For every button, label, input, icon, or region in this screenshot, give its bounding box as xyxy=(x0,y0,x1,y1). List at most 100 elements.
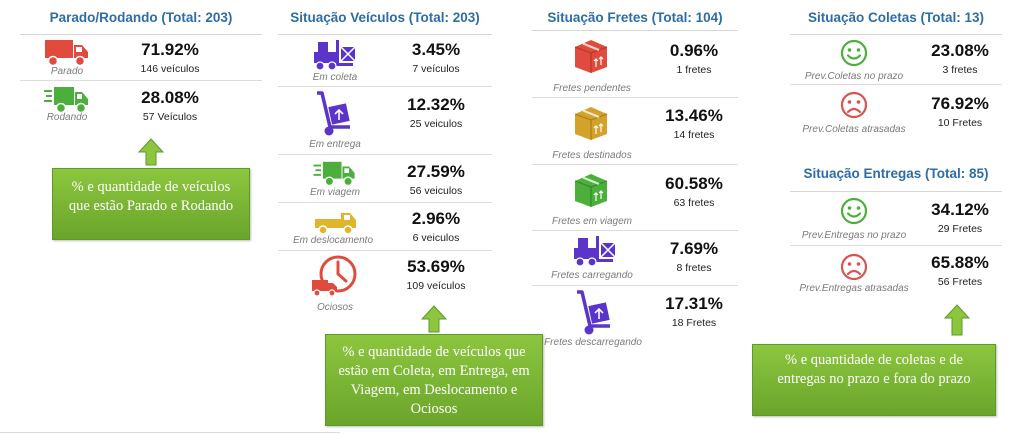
row-percent: 65.88% xyxy=(931,253,989,272)
row-parado[interactable]: Parado 71.92% 146 veículos xyxy=(20,35,262,81)
divider xyxy=(790,84,1002,85)
row-label: Prev.Entregas no prazo xyxy=(801,230,907,241)
pickup-truck-icon xyxy=(314,209,358,235)
row-percent: 3.45% xyxy=(411,40,461,59)
row-coletas-no-prazo[interactable]: Prev.Coletas no prazo 23.08% 3 fretes xyxy=(790,35,1002,85)
hand-truck-icon xyxy=(574,290,614,336)
row-fretes-descarregando[interactable]: Fretes descarregando 17.31% 18 Fretes xyxy=(532,286,738,352)
row-percent: 0.96% xyxy=(669,41,719,60)
row-label: Em deslocamento xyxy=(292,235,374,246)
divider xyxy=(20,80,262,81)
row-percent: 17.31% xyxy=(665,294,723,313)
row-count: 3 fretes xyxy=(942,64,978,76)
box-icon xyxy=(572,171,610,209)
row-label: Prev.Entregas atrasadas xyxy=(799,283,909,294)
frown-icon xyxy=(840,91,868,119)
row-count: 18 Fretes xyxy=(671,317,717,329)
row-label: Fretes pendentes xyxy=(553,83,631,94)
row-fretes-destinados[interactable]: Fretes destinados 13.46% 14 fretes xyxy=(532,98,738,165)
row-percent: 76.92% xyxy=(931,94,989,113)
row-count: 7 veículos xyxy=(412,63,460,75)
annotation-note-veiculos: % e quantidade de veículos que estão em … xyxy=(325,334,543,426)
divider xyxy=(532,230,738,231)
row-entregas-no-prazo[interactable]: Prev.Entregas no prazo 34.12% 29 Fretes xyxy=(790,192,1002,246)
row-rodando[interactable]: Rodando 28.08% 57 Veículos xyxy=(20,81,262,127)
frown-icon xyxy=(840,253,868,281)
panel-title: Parado/Rodando (Total: 203) xyxy=(49,10,233,25)
row-percent: 2.96% xyxy=(411,209,461,228)
row-count: 14 fretes xyxy=(673,129,715,141)
row-label: Ociosos xyxy=(316,302,354,313)
row-percent: 27.59% xyxy=(407,162,465,181)
row-label: Prev.Coletas atrasadas xyxy=(802,124,906,135)
divider xyxy=(790,34,1002,35)
hand-truck-icon xyxy=(314,91,354,137)
row-count: 29 Fretes xyxy=(937,223,983,235)
row-fretes-carregando[interactable]: Fretes carregando 7.69% 8 fretes xyxy=(532,231,738,286)
divider xyxy=(532,285,738,286)
divider xyxy=(278,34,492,35)
row-label: Fretes carregando xyxy=(551,270,633,281)
row-count: 109 veículos xyxy=(406,280,466,292)
row-percent: 71.92% xyxy=(141,40,199,59)
divider xyxy=(790,245,1002,246)
row-em-deslocamento[interactable]: Em deslocamento 2.96% 6 veiculos xyxy=(278,203,492,251)
row-label: Em viagem xyxy=(309,187,360,198)
row-count: 56 Fretes xyxy=(937,276,983,288)
row-percent: 13.46% xyxy=(665,106,723,125)
row-count: 57 Veículos xyxy=(142,111,198,123)
row-percent: 53.69% xyxy=(407,257,465,276)
row-label: Parado xyxy=(50,66,84,77)
row-label: Rodando xyxy=(46,112,88,123)
divider xyxy=(0,432,340,433)
divider xyxy=(278,250,492,251)
divider xyxy=(532,97,738,98)
row-count: 25 veiculos xyxy=(409,118,463,130)
box-icon xyxy=(572,37,610,75)
divider xyxy=(278,154,492,155)
row-label: Fretes em viagem xyxy=(551,216,633,227)
row-fretes-pendentes[interactable]: Fretes pendentes 0.96% 1 fretes xyxy=(532,31,738,98)
divider xyxy=(790,191,1002,192)
row-percent: 60.58% xyxy=(665,174,723,193)
row-fretes-em-viagem[interactable]: Fretes em viagem 60.58% 63 fretes xyxy=(532,165,738,231)
row-count: 6 veiculos xyxy=(412,232,460,244)
row-entregas-atrasadas[interactable]: Prev.Entregas atrasadas 65.88% 56 Fretes xyxy=(790,246,1002,301)
row-ociosos[interactable]: Ociosos 53.69% 109 veículos xyxy=(278,251,492,317)
row-em-entrega[interactable]: Em entrega 12.32% 25 veiculos xyxy=(278,87,492,155)
moving-truck-icon xyxy=(312,159,358,187)
row-count: 56 veiculos xyxy=(409,185,463,197)
row-label: Em coleta xyxy=(312,72,358,83)
row-percent: 28.08% xyxy=(141,88,199,107)
row-percent: 12.32% xyxy=(407,95,465,114)
row-percent: 23.08% xyxy=(931,41,989,60)
row-count: 8 fretes xyxy=(676,262,712,274)
forklift-icon xyxy=(312,39,358,71)
divider xyxy=(278,202,492,203)
divider xyxy=(20,34,262,35)
row-percent: 34.12% xyxy=(931,200,989,219)
row-label: Fretes descarregando xyxy=(544,337,642,348)
arrow-up-icon xyxy=(138,138,164,166)
row-count: 1 fretes xyxy=(676,64,712,76)
row-count: 63 fretes xyxy=(673,197,715,209)
row-count: 146 veículos xyxy=(140,63,200,75)
row-percent: 7.69% xyxy=(669,239,719,258)
panel-title: Situação Fretes (Total: 104) xyxy=(547,10,723,25)
divider xyxy=(278,86,492,87)
box-icon xyxy=(572,104,610,142)
arrow-up-icon xyxy=(944,304,970,336)
arrow-up-icon xyxy=(421,305,447,333)
row-em-viagem[interactable]: Em viagem 27.59% 56 veiculos xyxy=(278,155,492,203)
truck-icon xyxy=(44,37,90,67)
row-label: Fretes destinados xyxy=(552,150,632,161)
moving-truck-icon xyxy=(44,84,90,114)
row-em-coleta[interactable]: Em coleta 3.45% 7 veículos xyxy=(278,35,492,87)
divider xyxy=(532,30,738,31)
forklift-icon xyxy=(572,235,618,267)
row-coletas-atrasadas[interactable]: Prev.Coletas atrasadas 76.92% 10 Fretes xyxy=(790,85,1002,140)
panel-title: Situação Coletas (Total: 13) xyxy=(807,10,985,25)
panel-title: Situação Entregas (Total: 85) xyxy=(803,166,989,181)
row-label: Em entrega xyxy=(309,139,361,150)
smile-icon xyxy=(840,39,868,67)
